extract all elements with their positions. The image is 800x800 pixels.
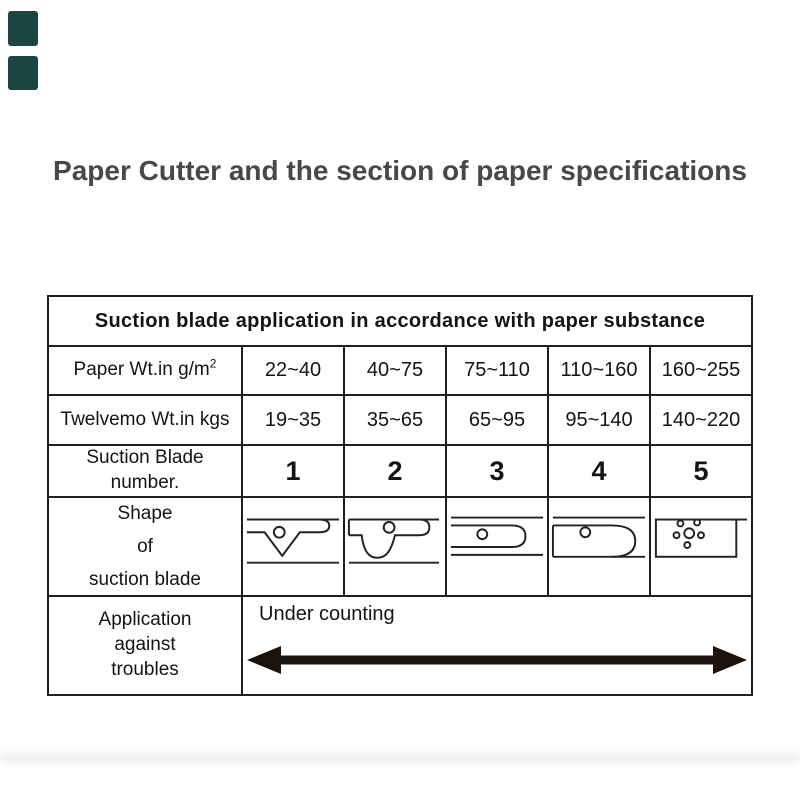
superscript-2: 2 (209, 356, 217, 371)
blade-shape-3-rounded-flat-icon (450, 516, 544, 556)
twelvemo-value-5: 140~220 (651, 396, 751, 444)
paper-weight-value-2: 40~75 (345, 347, 445, 394)
corner-watermark-mark-top (8, 11, 38, 46)
paper-weight-value-1: 22~40 (243, 347, 343, 394)
blade-shape-1-v-notch-icon (246, 518, 340, 564)
blade-shape-cell-5 (651, 498, 751, 595)
twelvemo-value-1: 19~35 (243, 396, 343, 444)
paper-weight-value-3: 75~110 (447, 347, 547, 394)
application-range-cell: Under counting (243, 597, 751, 694)
row-label-twelvemo-weight: Twelvemo Wt.in kgs (49, 396, 241, 444)
blade-number-4: 4 (549, 446, 649, 496)
row-label-blade-shape: Shape of suction blade (49, 498, 241, 595)
blade-shape-cell-1 (243, 498, 343, 595)
blade-shape-cell-4 (549, 498, 649, 595)
under-counting-label: Under counting (259, 603, 395, 625)
blade-shape-cell-2 (345, 498, 445, 595)
blade-number-3: 3 (447, 446, 547, 496)
twelvemo-value-3: 65~95 (447, 396, 547, 444)
blade-shape-5-multi-hole-icon (654, 518, 748, 558)
blade-number-5: 5 (651, 446, 751, 496)
blade-shape-4-round-end-icon (551, 516, 646, 558)
twelvemo-value-4: 95~140 (549, 396, 649, 444)
blade-number-2: 2 (345, 446, 445, 496)
page-title: Paper Cutter and the section of paper sp… (53, 155, 747, 186)
row-label-paper-weight: Paper Wt.in g/m2 (49, 347, 241, 394)
paper-weight-value-5: 160~255 (651, 347, 751, 394)
row-label-application: Application against troubles (49, 597, 241, 694)
blade-shape-cell-3 (447, 498, 547, 595)
blade-number-1: 1 (243, 446, 343, 496)
spec-table: Suction blade application in accordance … (47, 295, 753, 696)
twelvemo-value-2: 35~65 (345, 396, 445, 444)
photo-noise-band (0, 752, 800, 764)
corner-watermark-mark-bottom (8, 56, 38, 90)
row-label-paper-weight-text: Paper Wt.in g/m2 (73, 356, 217, 381)
table-header: Suction blade application in accordance … (49, 297, 751, 345)
double-arrow-icon (247, 646, 747, 674)
row-label-blade-number: Suction Blade number. (49, 446, 241, 496)
blade-shape-2-u-notch-icon (347, 518, 440, 564)
paper-weight-value-4: 110~160 (549, 347, 649, 394)
